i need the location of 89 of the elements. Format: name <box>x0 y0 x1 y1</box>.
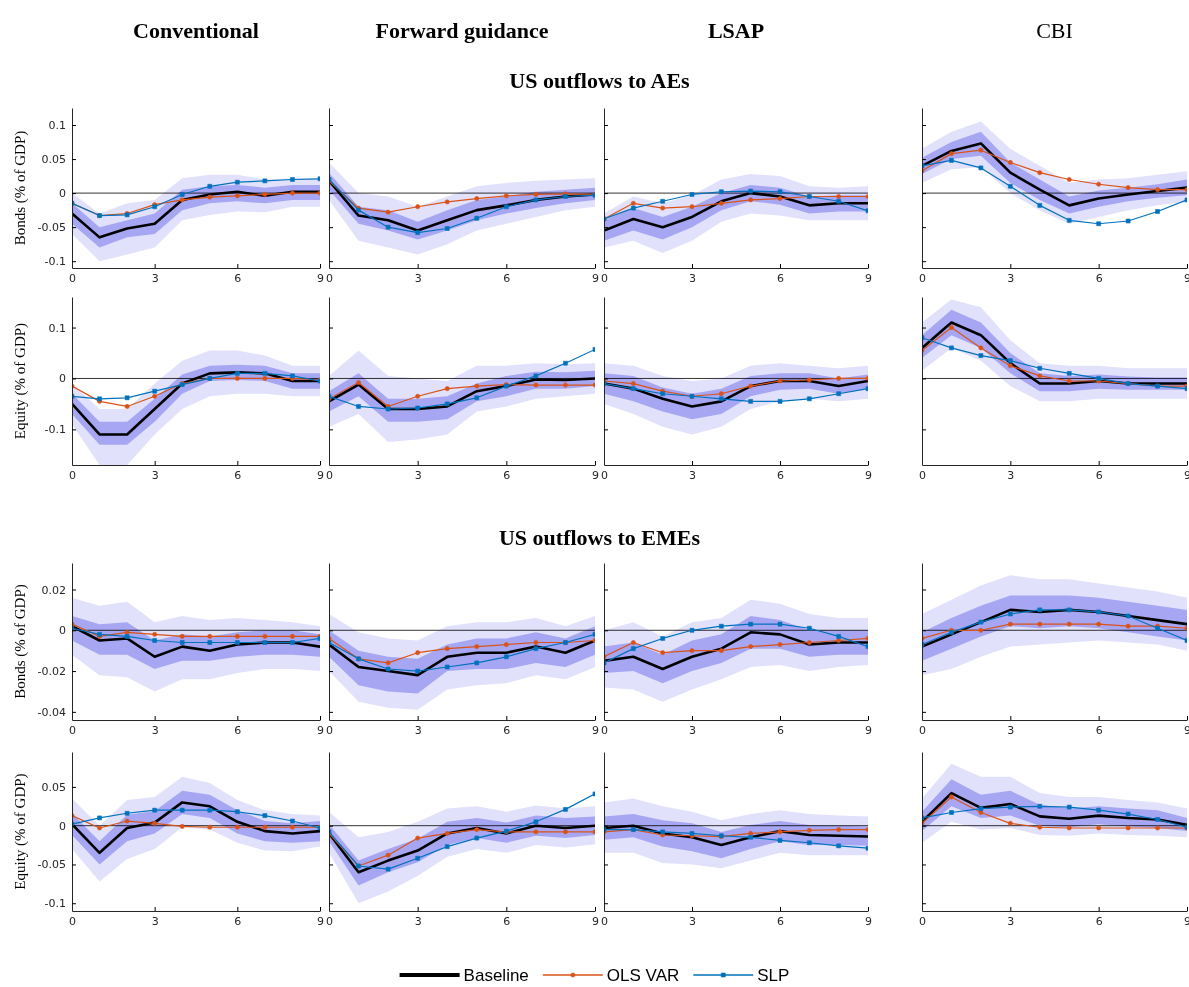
x-tick-label: 6 <box>234 271 242 285</box>
x-tick-label: 0 <box>919 468 926 482</box>
x-tick-label: 6 <box>777 271 784 285</box>
x-tick-label: 9 <box>317 468 324 482</box>
x-tick-label: 3 <box>1007 914 1015 928</box>
x-tick-label: 6 <box>234 468 242 482</box>
x-tick-label: 6 <box>1095 468 1103 482</box>
x-tick-label: 3 <box>1007 723 1015 737</box>
x-tick-label: 0 <box>326 914 333 928</box>
x-tick-label: 6 <box>777 723 784 737</box>
y-tick-label: -0.1 <box>44 897 66 911</box>
x-tick-label: 3 <box>414 271 422 285</box>
x-tick-label: 3 <box>414 723 422 737</box>
x-tick-label: 6 <box>234 723 242 737</box>
y-tick-label: 0.1 <box>48 119 66 133</box>
x-tick-label: 3 <box>1007 271 1015 285</box>
y-axis-title: Bonds (% of GDP) <box>12 130 29 246</box>
text: US outflows to AEs <box>509 68 691 93</box>
y-axis-title: Equity (% of GDP) <box>12 773 29 890</box>
x-tick-label: 0 <box>919 914 926 928</box>
x-tick-label: 0 <box>601 914 608 928</box>
x-tick-label: 9 <box>865 468 872 482</box>
y-tick-label: -0.1 <box>44 255 66 269</box>
x-tick-label: 6 <box>1095 271 1103 285</box>
x-tick-label: 6 <box>503 271 511 285</box>
chart-title: LSAP <box>707 18 765 43</box>
x-tick-label: 3 <box>151 271 159 285</box>
x-tick-label: 9 <box>865 723 872 737</box>
x-tick-label: 0 <box>326 468 333 482</box>
y-tick-label: 0 <box>59 624 66 638</box>
x-tick-label: 9 <box>592 723 599 737</box>
x-tick-label: 9 <box>865 271 872 285</box>
y-axis-title: Bonds (% of GDP) <box>12 584 29 699</box>
x-tick-label: 6 <box>503 723 511 737</box>
y-tick-label: 0.1 <box>48 321 66 335</box>
legend-label: SLP <box>757 966 790 985</box>
x-tick-label: 6 <box>1095 914 1103 928</box>
x-tick-label: 3 <box>151 914 159 928</box>
chart-title: Conventional <box>133 18 259 43</box>
x-tick-label: 0 <box>601 271 608 285</box>
x-tick-label: 6 <box>503 468 511 482</box>
x-tick-label: 6 <box>234 914 242 928</box>
x-tick-label: 0 <box>601 723 608 737</box>
y-tick-label: 0 <box>59 372 66 386</box>
x-tick-label: 0 <box>69 271 76 285</box>
x-tick-label: 0 <box>601 468 608 482</box>
x-tick-label: 9 <box>592 914 599 928</box>
y-tick-label: 0.02 <box>41 583 66 597</box>
x-tick-label: 6 <box>777 914 784 928</box>
x-tick-label: 9 <box>865 914 872 928</box>
y-tick-label: -0.05 <box>37 858 66 872</box>
x-tick-label: 6 <box>503 914 511 928</box>
x-tick-label: 3 <box>689 271 696 285</box>
x-tick-label: 0 <box>326 723 333 737</box>
legend-label: Baseline <box>463 966 529 985</box>
x-tick-label: 0 <box>326 271 333 285</box>
x-tick-label: 9 <box>317 914 324 928</box>
x-tick-label: 9 <box>317 271 324 285</box>
x-tick-label: 3 <box>689 914 696 928</box>
x-tick-label: 0 <box>69 914 76 928</box>
x-tick-label: 3 <box>414 914 422 928</box>
y-tick-label: 0.05 <box>41 780 66 794</box>
y-axis-title: Equity (% of GDP) <box>12 322 29 440</box>
x-tick-label: 3 <box>689 723 696 737</box>
x-tick-label: 3 <box>414 468 422 482</box>
x-tick-label: 3 <box>689 468 696 482</box>
x-tick-label: 0 <box>919 271 926 285</box>
y-tick-label: 0 <box>59 819 66 833</box>
x-tick-label: 6 <box>777 468 784 482</box>
x-tick-label: 0 <box>919 723 926 737</box>
chart-title: Forward guidance <box>375 18 549 43</box>
text: US outflows to EMEs <box>498 525 701 550</box>
x-tick-label: 9 <box>317 723 324 737</box>
y-tick-label: 0 <box>59 187 66 201</box>
legend-label: OLS VAR <box>606 966 680 985</box>
x-tick-label: 3 <box>1007 468 1015 482</box>
x-tick-label: 9 <box>592 271 599 285</box>
x-tick-label: 6 <box>1095 723 1103 737</box>
y-tick-label: -0.02 <box>37 665 66 679</box>
y-tick-label: -0.1 <box>44 423 66 437</box>
x-tick-label: 0 <box>69 468 76 482</box>
x-tick-label: 9 <box>592 468 599 482</box>
y-tick-label: 0.05 <box>41 153 66 167</box>
x-tick-label: 3 <box>151 723 159 737</box>
x-tick-label: 3 <box>151 468 159 482</box>
y-tick-label: -0.04 <box>37 705 66 719</box>
x-tick-label: 0 <box>69 723 76 737</box>
chart-title: CBI <box>1036 18 1073 43</box>
y-tick-label: -0.05 <box>37 221 66 235</box>
